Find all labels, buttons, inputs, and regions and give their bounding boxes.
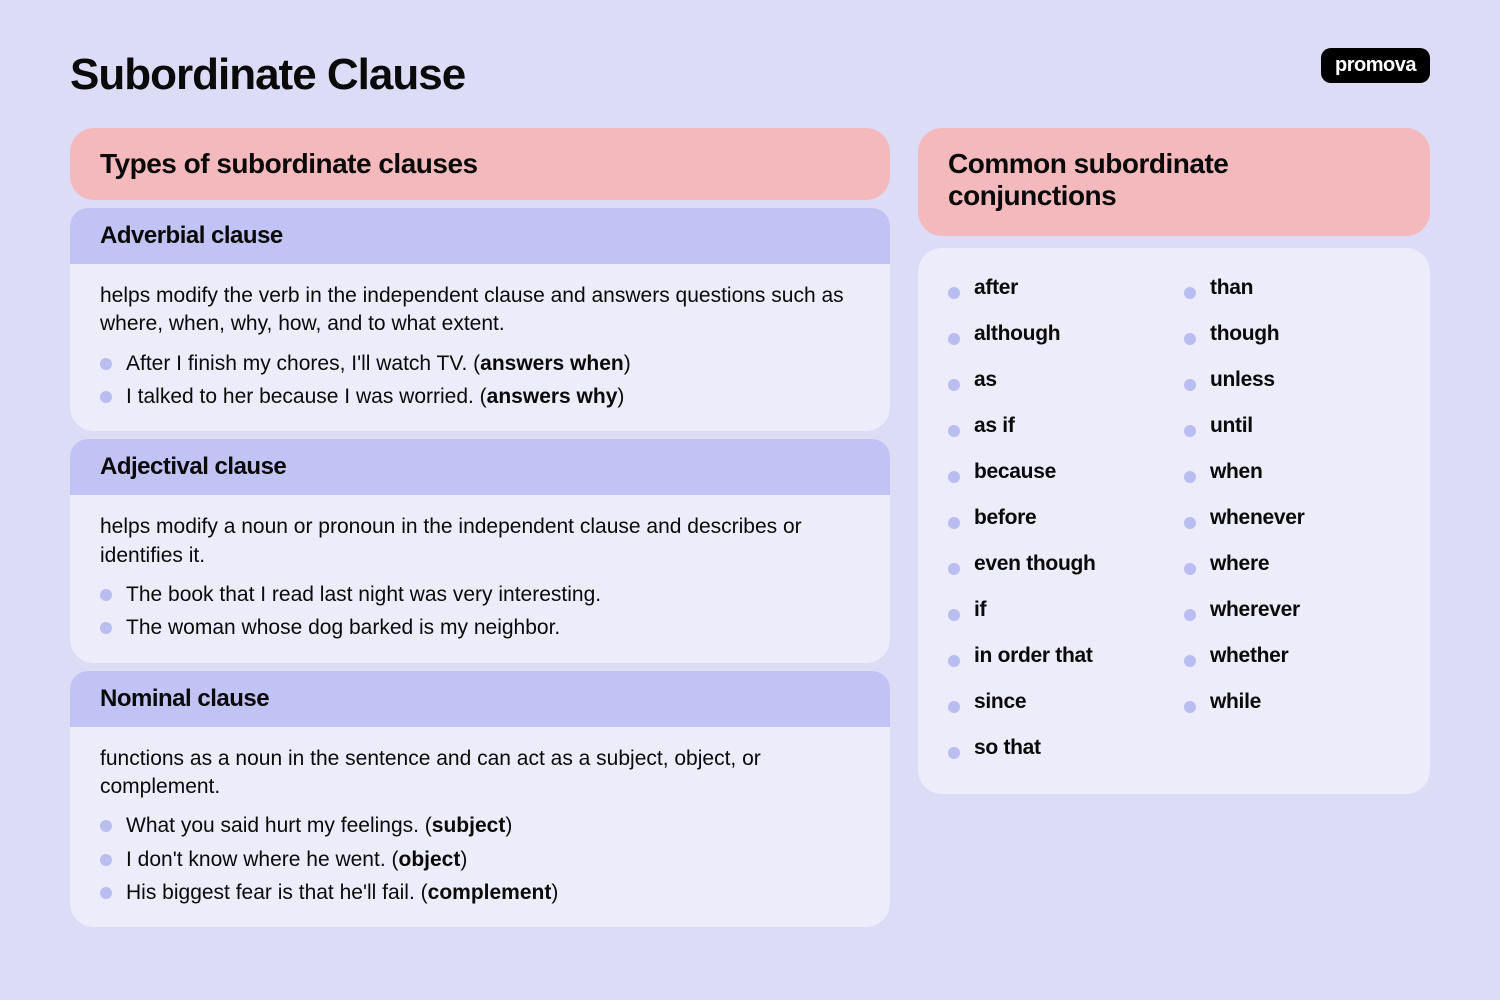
bullet-icon — [100, 622, 112, 634]
conjunction-label: whenever — [1210, 506, 1304, 530]
conjunctions-col-left: after although as as if because before even th… — [948, 276, 1164, 760]
conjunction-item: whenever — [1184, 506, 1400, 530]
bullet-icon — [1184, 287, 1196, 299]
bullet-icon — [1184, 425, 1196, 437]
conjunction-item: so that — [948, 736, 1164, 760]
conjunction-item: where — [1184, 552, 1400, 576]
bullet-icon — [100, 391, 112, 403]
bullet-icon — [948, 471, 960, 483]
conjunction-item: in order that — [948, 644, 1164, 668]
brand-logo: promova — [1321, 48, 1430, 83]
conjunction-item: before — [948, 506, 1164, 530]
conjunction-item: than — [1184, 276, 1400, 300]
bullet-icon — [1184, 563, 1196, 575]
example-item: After I finish my chores, I'll watch TV.… — [100, 349, 860, 378]
bullet-icon — [100, 887, 112, 899]
bullet-icon — [1184, 471, 1196, 483]
bullet-icon — [1184, 655, 1196, 667]
conjunction-label: while — [1210, 690, 1261, 714]
example-item: The book that I read last night was very… — [100, 580, 860, 609]
conjunction-label: before — [974, 506, 1036, 530]
conjunction-label: wherever — [1210, 598, 1300, 622]
conjunction-label: whether — [1210, 644, 1288, 668]
bullet-icon — [1184, 517, 1196, 529]
conjunction-label: as if — [974, 414, 1015, 438]
bullet-icon — [948, 333, 960, 345]
clause-description: helps modify the verb in the independent… — [100, 282, 860, 339]
bullet-icon — [1184, 701, 1196, 713]
adverbial-clause-block: Adverbial clause helps modify the verb i… — [70, 208, 890, 431]
conjunction-item: though — [1184, 322, 1400, 346]
conjunction-item: unless — [1184, 368, 1400, 392]
clause-body: helps modify the verb in the independent… — [70, 264, 890, 431]
conjunction-item: whether — [1184, 644, 1400, 668]
conjunction-item: as if — [948, 414, 1164, 438]
conjunction-label: if — [974, 598, 986, 622]
bullet-icon — [948, 379, 960, 391]
bullet-icon — [100, 854, 112, 866]
conjunctions-header: Common subordinate conjunctions — [918, 128, 1430, 236]
bullet-icon — [948, 655, 960, 667]
conjunction-label: in order that — [974, 644, 1093, 668]
conjunction-item: when — [1184, 460, 1400, 484]
conjunction-item: if — [948, 598, 1164, 622]
bullet-icon — [100, 589, 112, 601]
conjunctions-body: after although as as if because before even th… — [918, 248, 1430, 794]
conjunction-label: because — [974, 460, 1056, 484]
content-columns: Types of subordinate clauses Adverbial c… — [70, 128, 1430, 927]
conjunction-item: until — [1184, 414, 1400, 438]
conjunction-item: wherever — [1184, 598, 1400, 622]
clause-description: functions as a noun in the sentence and … — [100, 745, 860, 802]
conjunction-label: even though — [974, 552, 1096, 576]
conjunction-label: as — [974, 368, 997, 392]
bullet-icon — [948, 609, 960, 621]
right-column: Common subordinate conjunctions after alt… — [918, 128, 1430, 927]
conjunction-item: although — [948, 322, 1164, 346]
bullet-icon — [1184, 333, 1196, 345]
example-item: I talked to her because I was worried. (… — [100, 382, 860, 411]
bullet-icon — [948, 563, 960, 575]
bullet-icon — [948, 747, 960, 759]
example-item: His biggest fear is that he'll fail. (co… — [100, 878, 860, 907]
bullet-icon — [100, 358, 112, 370]
conjunction-item: as — [948, 368, 1164, 392]
conjunction-item: even though — [948, 552, 1164, 576]
example-item: The woman whose dog barked is my neighbo… — [100, 613, 860, 642]
page-title: Subordinate Clause — [70, 50, 1430, 100]
left-column: Types of subordinate clauses Adverbial c… — [70, 128, 890, 927]
conjunction-label: so that — [974, 736, 1041, 760]
conjunction-label: when — [1210, 460, 1262, 484]
clause-body: helps modify a noun or pronoun in the in… — [70, 495, 890, 662]
clause-description: helps modify a noun or pronoun in the in… — [100, 513, 860, 570]
conjunction-item: because — [948, 460, 1164, 484]
conjunction-label: since — [974, 690, 1026, 714]
bullet-icon — [948, 287, 960, 299]
conjunctions-col-right: than though unless until when whenever where wh… — [1184, 276, 1400, 760]
bullet-icon — [1184, 379, 1196, 391]
clause-title: Adjectival clause — [70, 439, 890, 495]
conjunction-label: after — [974, 276, 1018, 300]
conjunction-label: though — [1210, 322, 1279, 346]
types-header: Types of subordinate clauses — [70, 128, 890, 200]
conjunction-item: while — [1184, 690, 1400, 714]
clause-title: Adverbial clause — [70, 208, 890, 264]
bullet-icon — [100, 820, 112, 832]
bullet-icon — [948, 425, 960, 437]
conjunction-label: unless — [1210, 368, 1275, 392]
conjunction-item: since — [948, 690, 1164, 714]
nominal-clause-block: Nominal clause functions as a noun in th… — [70, 671, 890, 928]
bullet-icon — [1184, 609, 1196, 621]
adjectival-clause-block: Adjectival clause helps modify a noun or… — [70, 439, 890, 662]
example-item: I don't know where he went. (object) — [100, 845, 860, 874]
clause-body: functions as a noun in the sentence and … — [70, 727, 890, 928]
conjunction-label: until — [1210, 414, 1253, 438]
example-item: What you said hurt my feelings. (subject… — [100, 811, 860, 840]
bullet-icon — [948, 701, 960, 713]
conjunction-label: than — [1210, 276, 1253, 300]
bullet-icon — [948, 517, 960, 529]
conjunction-label: although — [974, 322, 1060, 346]
conjunction-item: after — [948, 276, 1164, 300]
conjunction-label: where — [1210, 552, 1269, 576]
clause-title: Nominal clause — [70, 671, 890, 727]
